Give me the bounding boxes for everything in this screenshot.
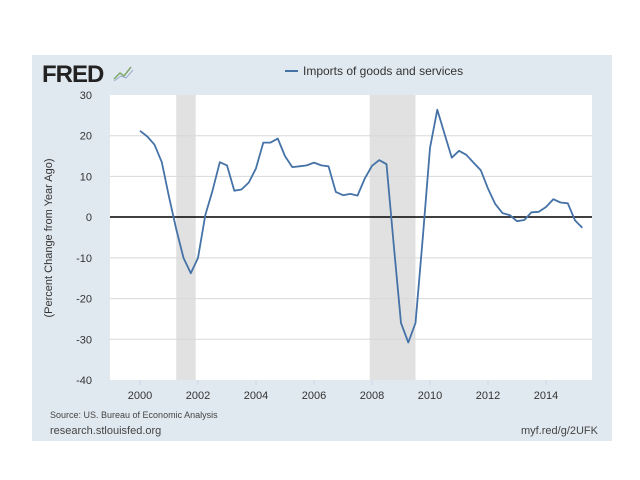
y-tick-label: 30: [80, 90, 92, 102]
site-link[interactable]: research.stlouisfed.org: [50, 425, 161, 437]
series-line-imports: [139, 108, 583, 344]
y-tick-label: 10: [80, 171, 92, 183]
x-tick-label: 2004: [244, 390, 268, 402]
x-tick-label: 2008: [360, 390, 384, 402]
y-tick-label: -20: [76, 294, 92, 306]
y-axis-label: (Percent Change from Year Ago): [43, 159, 55, 318]
source-text: Source: US. Bureau of Economic Analysis: [50, 410, 218, 420]
x-tick-label: 2010: [418, 390, 442, 402]
legend: Imports of goods and services: [285, 64, 463, 78]
y-tick-label: -40: [76, 375, 92, 387]
svg-text:FRED: FRED: [42, 61, 104, 88]
y-tick-label: 0: [86, 212, 92, 224]
x-tick-label: 2002: [186, 390, 210, 402]
short-link[interactable]: myf.red/g/2UFK: [521, 425, 599, 437]
legend-label: Imports of goods and services: [303, 64, 463, 78]
x-tick-label: 2014: [534, 390, 558, 402]
x-tick-label: 2000: [128, 390, 152, 402]
recession-band: [176, 95, 196, 380]
x-tick-label: 2012: [476, 390, 500, 402]
x-tick-label: 2006: [302, 390, 326, 402]
y-tick-label: -30: [76, 334, 92, 346]
fred-logo: FRED: [42, 61, 134, 88]
y-tick-label: 20: [80, 131, 92, 143]
y-tick-label: -10: [76, 253, 92, 265]
